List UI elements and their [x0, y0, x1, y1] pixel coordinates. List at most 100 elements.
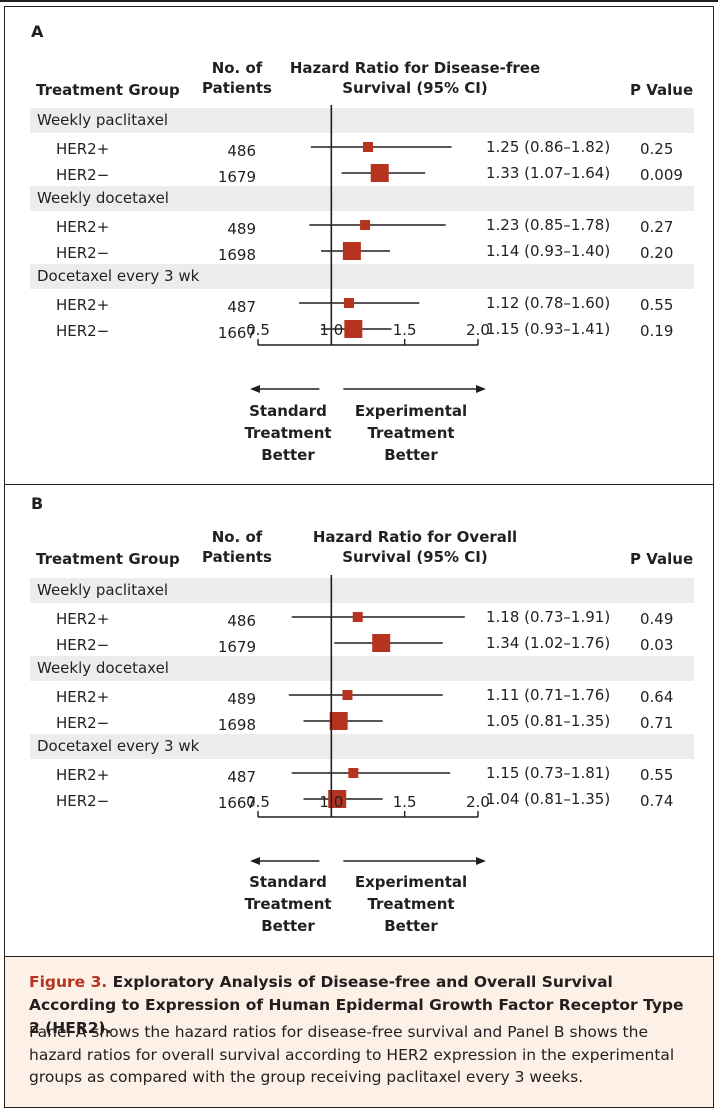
arrow-right-head — [476, 385, 486, 393]
panel-b-header-patients: No. of Patients — [202, 527, 272, 567]
group-label: Weekly paclitaxel — [37, 111, 169, 129]
row-label: HER2+ — [56, 140, 110, 158]
group-label: Weekly docetaxel — [37, 189, 169, 207]
row-hr-text: 1.11 (0.71–1.76) — [486, 686, 611, 704]
row-label: HER2− — [56, 166, 110, 184]
hr-marker — [342, 690, 353, 700]
group-band — [30, 656, 694, 681]
figure-label: Figure 3. — [29, 973, 108, 991]
row-label: HER2− — [56, 792, 110, 810]
panel-a-header-hr-line2: Survival (95% CI) — [342, 79, 488, 97]
panel-b-label-standard: Standard Treatment Better — [240, 871, 336, 937]
panel-b-header-p: P Value — [630, 550, 694, 568]
row-patients: 486 — [227, 142, 256, 160]
caption-title: Figure 3. Exploratory Analysis of Diseas… — [29, 971, 699, 1040]
x-tick-label: 1.0 — [319, 321, 343, 339]
row-p-value: 0.27 — [640, 218, 674, 236]
row-label: HER2− — [56, 244, 110, 262]
hr-marker — [363, 142, 373, 152]
row-patients: 1698 — [217, 246, 256, 264]
row-patients: 1667 — [217, 794, 256, 812]
hr-marker — [329, 712, 348, 730]
figure-frame — [4, 6, 714, 1108]
row-hr-text: 1.25 (0.86–1.82) — [486, 138, 611, 156]
panel-b-header-hr: Hazard Ratio for Overall Survival (95% C… — [280, 527, 550, 567]
x-tick-label: 0.5 — [246, 793, 270, 811]
row-p-value: 0.25 — [640, 140, 674, 158]
hr-marker — [360, 220, 371, 230]
x-tick-label: 1.5 — [393, 793, 417, 811]
panel-a-label-standard-1: Standard — [249, 402, 327, 420]
row-p-value: 0.009 — [640, 166, 683, 184]
row-hr-text: 1.14 (0.93–1.40) — [486, 242, 611, 260]
row-hr-text: 1.04 (0.81–1.35) — [486, 790, 611, 808]
panel-b-header-hr-line2: Survival (95% CI) — [342, 548, 488, 566]
row-hr-text: 1.05 (0.81–1.35) — [486, 712, 611, 730]
panel-b-header-hr-line1: Hazard Ratio for Overall — [312, 528, 518, 546]
row-hr-text: 1.18 (0.73–1.91) — [486, 608, 611, 626]
row-patients: 1667 — [217, 324, 256, 342]
row-p-value: 0.74 — [640, 792, 674, 810]
row-hr-text: 1.33 (1.07–1.64) — [486, 164, 611, 182]
group-label: Weekly docetaxel — [37, 659, 169, 677]
row-label: HER2+ — [56, 610, 110, 628]
row-p-value: 0.64 — [640, 688, 674, 706]
row-label: HER2+ — [56, 296, 110, 314]
arrow-right-head — [476, 857, 486, 865]
group-label: Weekly paclitaxel — [37, 581, 169, 599]
row-hr-text: 1.15 (0.93–1.41) — [486, 320, 611, 338]
panel-a-header-group: Treatment Group — [36, 81, 180, 99]
row-label: HER2− — [56, 636, 110, 654]
row-patients: 1698 — [217, 716, 256, 734]
hr-marker — [344, 320, 363, 338]
group-band — [30, 186, 694, 211]
hr-marker — [352, 612, 363, 622]
row-patients: 1679 — [217, 168, 256, 186]
panel-a-header-patients-line1: No. of — [211, 59, 263, 77]
x-tick-label: 2.0 — [466, 321, 490, 339]
hr-marker — [370, 164, 389, 182]
x-tick-label: 2.0 — [466, 793, 490, 811]
row-hr-text: 1.23 (0.85–1.78) — [486, 216, 611, 234]
group-band — [30, 578, 694, 603]
row-patients: 486 — [227, 612, 256, 630]
row-patients: 487 — [227, 298, 256, 316]
row-p-value: 0.20 — [640, 244, 674, 262]
group-label: Docetaxel every 3 wk — [37, 737, 200, 755]
group-band — [30, 108, 694, 133]
hr-marker — [328, 790, 347, 808]
panel-a-label-standard: Standard Treatment Better — [240, 400, 336, 466]
panel-a-header-hr-line1: Hazard Ratio for Disease-free — [289, 59, 541, 77]
group-label: Docetaxel every 3 wk — [37, 267, 200, 285]
panel-b-label-standard-2: Treatment — [244, 895, 332, 913]
row-label: HER2+ — [56, 688, 110, 706]
caption-body: Panel A shows the hazard ratios for dise… — [29, 1023, 675, 1086]
row-hr-text: 1.15 (0.73–1.81) — [486, 764, 611, 782]
hr-marker — [342, 242, 361, 260]
row-patients: 1679 — [217, 638, 256, 656]
caption-divider — [4, 956, 714, 957]
row-label: HER2− — [56, 322, 110, 340]
row-p-value: 0.55 — [640, 296, 674, 314]
x-tick-label: 1.5 — [393, 321, 417, 339]
row-patients: 487 — [227, 768, 256, 786]
panel-a-label-standard-3: Better — [261, 446, 315, 464]
panel-b-label-experimental-3: Better — [384, 917, 438, 935]
hr-marker — [343, 298, 354, 308]
panel-a-label-experimental-2: Treatment — [367, 424, 455, 442]
top-rule — [0, 0, 718, 2]
row-hr-text: 1.34 (1.02–1.76) — [486, 634, 611, 652]
arrow-left-head — [250, 385, 260, 393]
panel-a-header-hr: Hazard Ratio for Disease-free Survival (… — [280, 58, 550, 98]
panel-b-label-experimental: Experimental Treatment Better — [346, 871, 476, 937]
panel-b-label-standard-1: Standard — [249, 873, 327, 891]
row-p-value: 0.19 — [640, 322, 674, 340]
row-label: HER2+ — [56, 766, 110, 784]
caption-title-text: Exploratory Analysis of Disease-free and… — [29, 973, 684, 1037]
panel-b-letter: B — [31, 494, 44, 513]
panel-b-label-standard-3: Better — [261, 917, 315, 935]
group-band — [30, 264, 694, 289]
panel-a-label-experimental-1: Experimental — [354, 402, 468, 420]
panel-a-label-standard-2: Treatment — [244, 424, 332, 442]
row-p-value: 0.55 — [640, 766, 674, 784]
